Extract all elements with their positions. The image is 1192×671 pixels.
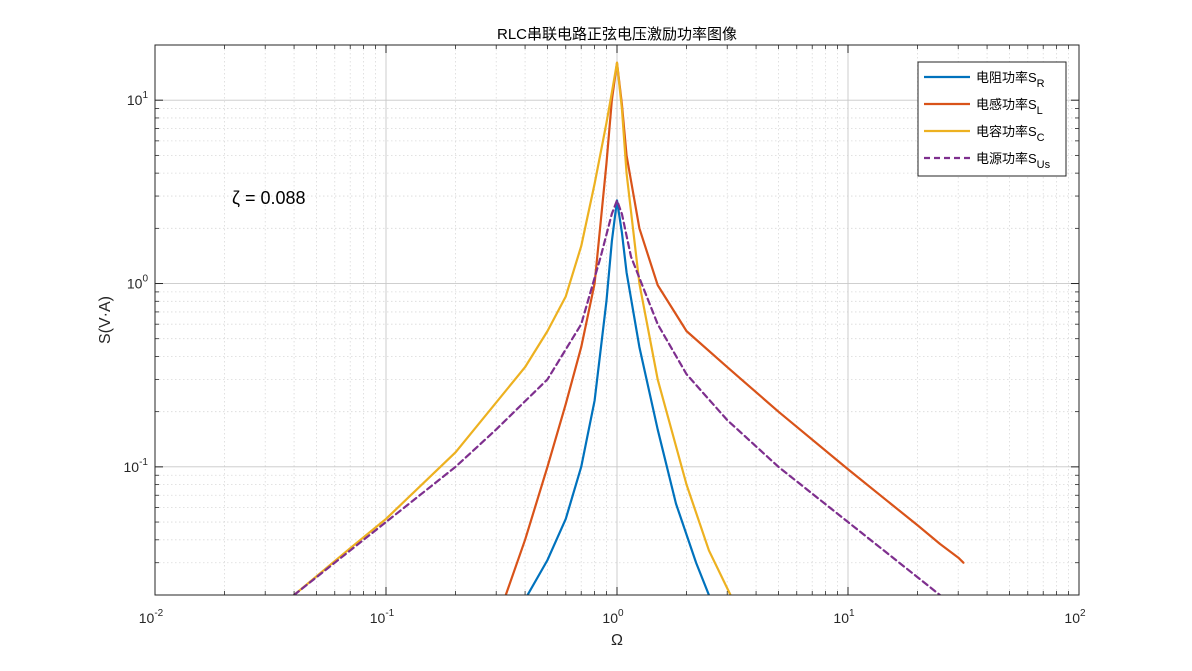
x-tick-label: 10-1 [370, 608, 395, 626]
damping-annotation: ζ = 0.088 [232, 188, 306, 208]
series-layer [292, 61, 965, 595]
series-line-3 [292, 61, 732, 595]
y-tick-labels: 10-1 100 101 [124, 90, 149, 475]
legend-box [917, 61, 1067, 177]
x-tick-label: 102 [1064, 608, 1086, 626]
y-tick-label: 101 [127, 90, 149, 108]
y-axis-label: S(V·A) [97, 296, 114, 344]
chart-title: RLC串联电路正弦电压激励功率图像 [497, 26, 737, 43]
series-line-2 [504, 61, 965, 595]
x-tick-label: 100 [602, 608, 624, 626]
series-line-4 [292, 199, 942, 595]
x-tick-label: 101 [833, 608, 855, 626]
legend-label-4: 电源功率SUs [976, 151, 1051, 171]
ticks [154, 44, 1080, 596]
legend-label-2: 电感功率SL [976, 97, 1043, 117]
legend-label-1: 电阻功率SR [976, 70, 1045, 90]
x-tick-labels: 10-2 10-1 100 101 102 [139, 608, 1086, 626]
y-tick-label: 100 [127, 274, 149, 292]
y-tick-label: 10-1 [124, 457, 149, 475]
legend: 电阻功率SR 电感功率SL 电容功率SC 电源功率SUs [917, 61, 1067, 177]
legend-label-3: 电容功率SC [976, 124, 1045, 144]
x-axis-label: Ω [611, 632, 623, 649]
x-tick-label: 10-2 [139, 608, 164, 626]
